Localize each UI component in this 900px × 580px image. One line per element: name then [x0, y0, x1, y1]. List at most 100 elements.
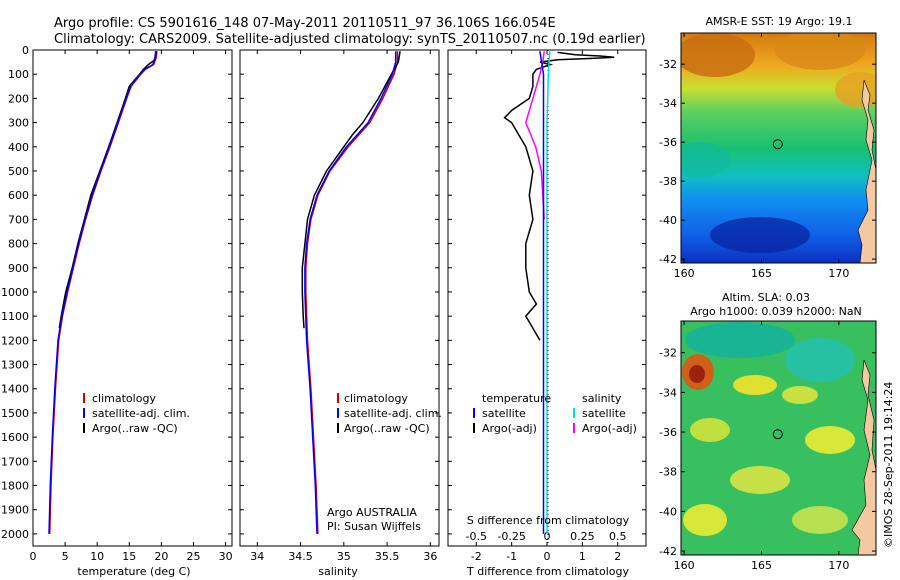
sst-map-title: AMSR-E SST: 19 Argo: 19.1 — [705, 15, 852, 28]
satellite-temperature-difference-line — [539, 51, 545, 534]
map-y-tick-label: -42 — [659, 545, 677, 558]
map-x-tick-label: 165 — [751, 559, 772, 572]
sla-map-frame — [680, 320, 877, 556]
legend-temperature-title: temperature — [482, 392, 551, 405]
sla-high-patch — [690, 418, 730, 442]
y-tick-label: 1600 — [1, 431, 29, 444]
s-tick-label: -0.25 — [497, 530, 525, 543]
salinity-depth-ticks — [240, 49, 439, 535]
y-tick-label: 600 — [8, 189, 29, 202]
map-y-tick-label: -38 — [659, 466, 677, 479]
legend-satellite-label: satellite-adj. clim. — [92, 407, 190, 420]
s-tick-label: 0.5 — [609, 530, 627, 543]
sst-map-frame — [680, 32, 877, 264]
temperature-xlabel: temperature (deg C) — [77, 565, 190, 578]
s-tick-label: 0 — [544, 530, 551, 543]
difference-depth-ticks — [448, 49, 646, 535]
sla-map-subtitle: Argo h1000: 0.039 h2000: NaN — [690, 305, 862, 318]
difference-legend: temperature satellite Argo(-adj) salinit… — [473, 392, 637, 435]
map-y-tick-label: -34 — [659, 386, 677, 399]
coastline — [857, 79, 876, 263]
y-tick-label: 2000 — [1, 528, 29, 541]
coastline — [851, 359, 876, 555]
map-y-tick-label: -32 — [659, 58, 677, 71]
sst-warm-patch — [835, 72, 876, 108]
map-y-tick-label: -36 — [659, 136, 677, 149]
argo-temperature-difference-line — [503, 51, 615, 341]
difference-series — [503, 51, 615, 534]
legend-salinity-title: salinity — [582, 392, 622, 405]
temperature-panel: 0100200300400500600700800900100011001200… — [1, 44, 233, 578]
sla-high-patch — [683, 504, 727, 536]
y-tick-label: 200 — [8, 92, 29, 105]
map-y-tick-label: -40 — [659, 214, 677, 227]
satellite-temperature-line — [48, 51, 157, 534]
map-y-tick-label: -36 — [659, 426, 677, 439]
y-tick-label: 1800 — [1, 480, 29, 493]
x-tick-label: 36 — [423, 550, 437, 563]
map-x-tick-label: 160 — [674, 559, 695, 572]
x-tick-label: 10 — [90, 550, 104, 563]
legend-satellite-label: satellite-adj. clim. — [344, 407, 442, 420]
map-x-tick-label: 170 — [828, 267, 849, 280]
imos-credit: ©IMOS 28-Sep-2011 19:14:24 — [882, 382, 895, 548]
y-tick-label: 0 — [22, 44, 29, 57]
sla-low-patch — [685, 322, 795, 358]
map-y-tick-label: -34 — [659, 97, 677, 110]
x-tick-label: 2 — [614, 550, 621, 563]
y-tick-label: 700 — [8, 213, 29, 226]
x-tick-label: -1 — [506, 550, 517, 563]
salinity-xlabel: salinity — [318, 565, 358, 578]
map-y-tick-label: -38 — [659, 175, 677, 188]
salinity-axis-ticks: 34 34.5 35 35.5 36 — [250, 50, 437, 563]
legend-argo-label: Argo(..raw -QC) — [92, 422, 178, 435]
sst-cold-patch — [710, 217, 810, 253]
climatology-salinity-line — [305, 51, 399, 534]
x-tick-label: 34.5 — [288, 550, 313, 563]
legend-s-satellite-label: satellite — [582, 407, 626, 420]
legend-s-argo-label: Argo(-adj) — [582, 422, 637, 435]
argo-position-marker — [772, 429, 783, 440]
y-tick-label: 1900 — [1, 504, 29, 517]
map-x-tick-label: 160 — [674, 267, 695, 280]
sla-high-patch — [805, 426, 855, 454]
sla-map-ticks: 160 165 170 -32 -34 -36 -38 -40 -42 — [659, 321, 876, 572]
y-tick-label: 300 — [8, 117, 29, 130]
legend-t-argo-label: Argo(-adj) — [482, 422, 537, 435]
y-tick-label: 1700 — [1, 455, 29, 468]
x-tick-label: 0 — [544, 550, 551, 563]
x-tick-label: 5 — [62, 550, 69, 563]
salinity-legend: climatology satellite-adj. clim. Argo(..… — [337, 392, 442, 435]
salinity-panel: 34 34.5 35 35.5 36 climatology satellite-adj… — [239, 49, 442, 578]
temperature-legend: climatology satellite-adj. clim. Argo(..… — [83, 392, 190, 435]
x-tick-label: 1 — [579, 550, 586, 563]
y-tick-label: 900 — [8, 262, 29, 275]
y-tick-label: 1500 — [1, 407, 29, 420]
y-tick-label: 1000 — [1, 286, 29, 299]
x-tick-label: 30 — [219, 550, 233, 563]
satellite-salinity-line — [304, 51, 397, 534]
s-tick-label: -0.5 — [466, 530, 487, 543]
map-x-tick-label: 165 — [751, 267, 772, 280]
title-line-1: Argo profile: CS 5901616_148 07-May-2011… — [54, 16, 556, 31]
title-line-2: Climatology: CARS2009. Satellite-adjuste… — [54, 32, 646, 47]
legend-t-satellite-label: satellite — [482, 407, 526, 420]
salinity-axes-box — [239, 49, 440, 547]
argo-position-marker — [772, 139, 783, 150]
x-tick-label: 35 — [337, 550, 351, 563]
x-tick-label: 25 — [186, 550, 200, 563]
temperature-axes-box — [32, 49, 233, 547]
y-tick-label: 1300 — [1, 359, 29, 372]
difference-panel: -2 -1 0 1 2 -0.5 -0.25 0 0.25 0.5 temperature sat… — [447, 49, 647, 578]
argo-program-label: Argo AUSTRALIA — [327, 506, 417, 519]
map-y-tick-label: -32 — [659, 347, 677, 360]
sst-map-panel: AMSR-E SST: 19 Argo: 19.1 160 165 170 -32 -3… — [659, 15, 877, 280]
legend-argo-label: Argo(..raw -QC) — [344, 422, 430, 435]
x-tick-label: 35.5 — [375, 550, 400, 563]
sst-warm-patch — [775, 33, 865, 70]
sla-high-patch — [792, 506, 848, 534]
satellite-salinity-difference-line — [546, 51, 551, 534]
y-tick-label: 500 — [8, 165, 29, 178]
x-tick-label: -2 — [471, 550, 482, 563]
